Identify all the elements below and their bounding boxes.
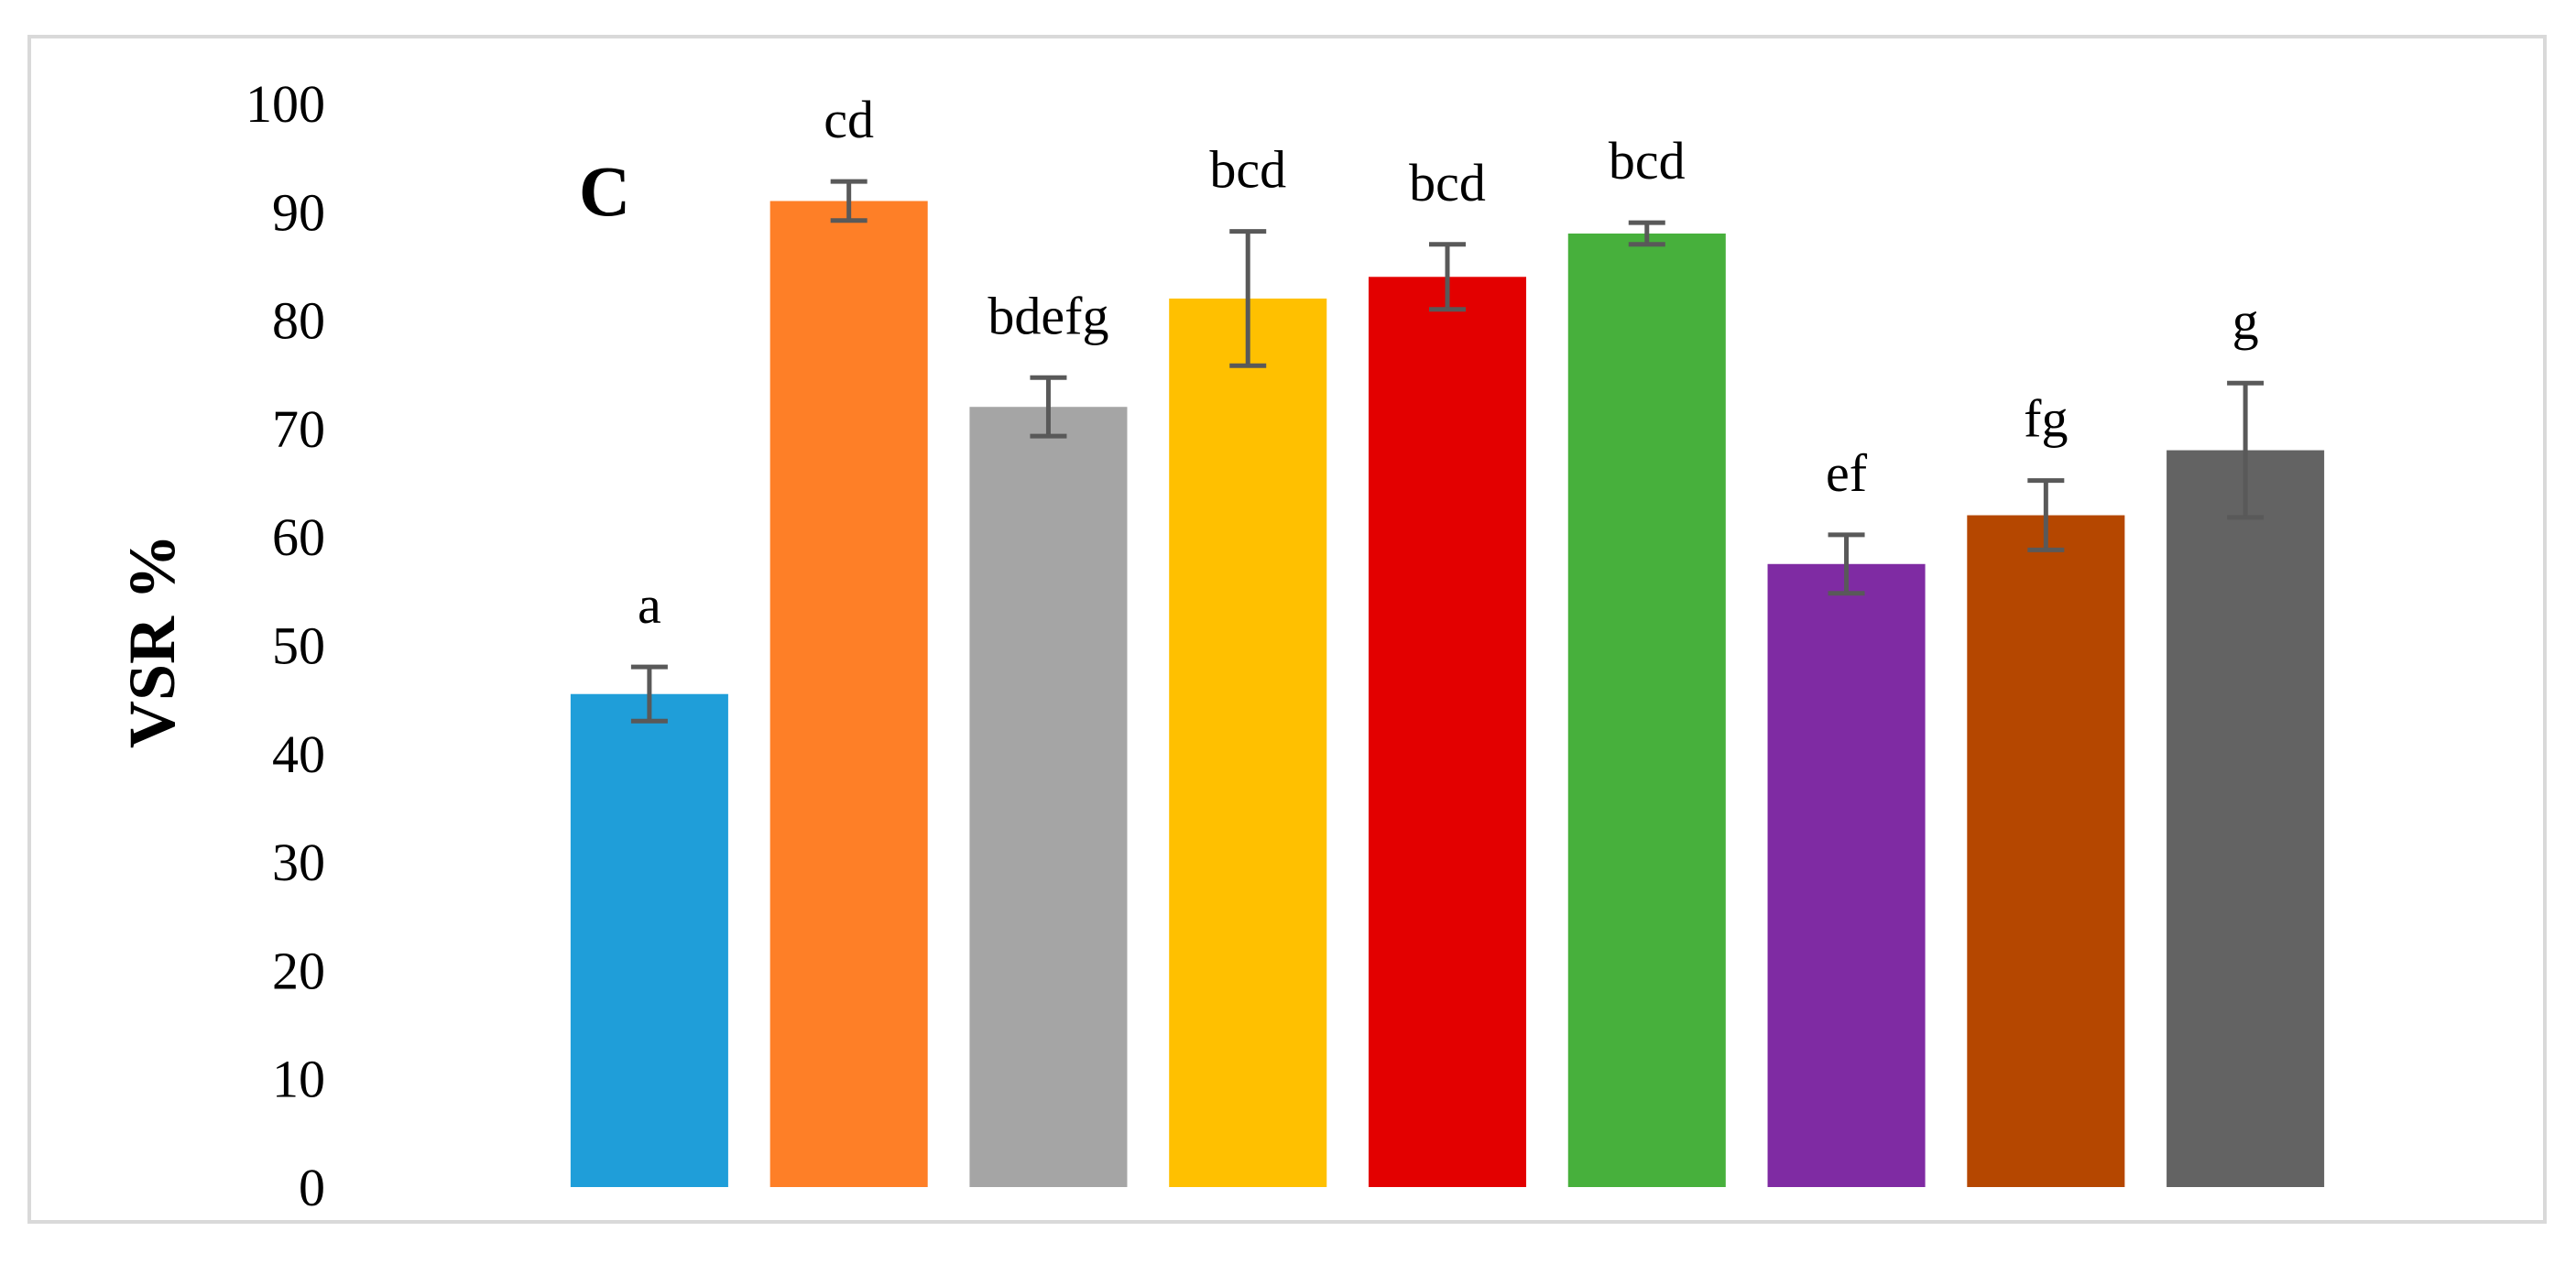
significance-label: bcd [1209,140,1286,200]
significance-labels: a cd bdefg bcd bcd bcd ef fg g [638,90,2259,635]
y-tick-label: 30 [272,833,325,892]
bar [1767,563,1926,1187]
y-tick-label: 20 [272,941,325,1000]
y-tick-label: 10 [272,1050,325,1109]
significance-label: bcd [1609,131,1686,191]
bar [1967,515,2125,1187]
significance-label: cd [824,90,874,149]
bar [1169,298,1327,1187]
significance-label: bcd [1409,153,1486,212]
bar [1567,233,1726,1188]
y-tick-label: 0 [299,1158,325,1217]
error-bar [1628,220,1665,247]
y-tick-label: 80 [272,291,325,351]
error-bar [830,179,868,223]
bar [570,693,728,1187]
y-tick-label: 90 [272,182,325,242]
error-bar [1429,242,1466,312]
error-bar [1828,532,1865,596]
panel-label: C [579,151,630,231]
y-tick-label: 60 [272,507,325,567]
y-tick-label: 40 [272,725,325,784]
error-bars [630,179,2265,724]
significance-label: g [2232,291,2259,351]
error-bar [630,664,668,724]
bar [770,201,928,1188]
significance-label: ef [1826,443,1868,503]
bars [570,201,2325,1188]
significance-label: bdefg [988,286,1108,345]
y-axis-title: VSR % [115,534,189,748]
y-tick-label: 70 [272,399,325,459]
error-bar [2027,478,2065,552]
y-tick-label: 100 [246,74,325,134]
significance-label: fg [2024,389,2068,449]
error-bar [2227,380,2265,520]
error-bar [1229,229,1267,368]
y-axis-ticks: 0 10 20 30 40 50 60 70 80 90 100 [246,74,325,1217]
bar [2167,450,2325,1187]
y-tick-label: 50 [272,616,325,676]
significance-label: a [638,575,661,635]
error-bar [1030,375,1067,439]
bar [1368,277,1527,1187]
bar [969,407,1128,1187]
